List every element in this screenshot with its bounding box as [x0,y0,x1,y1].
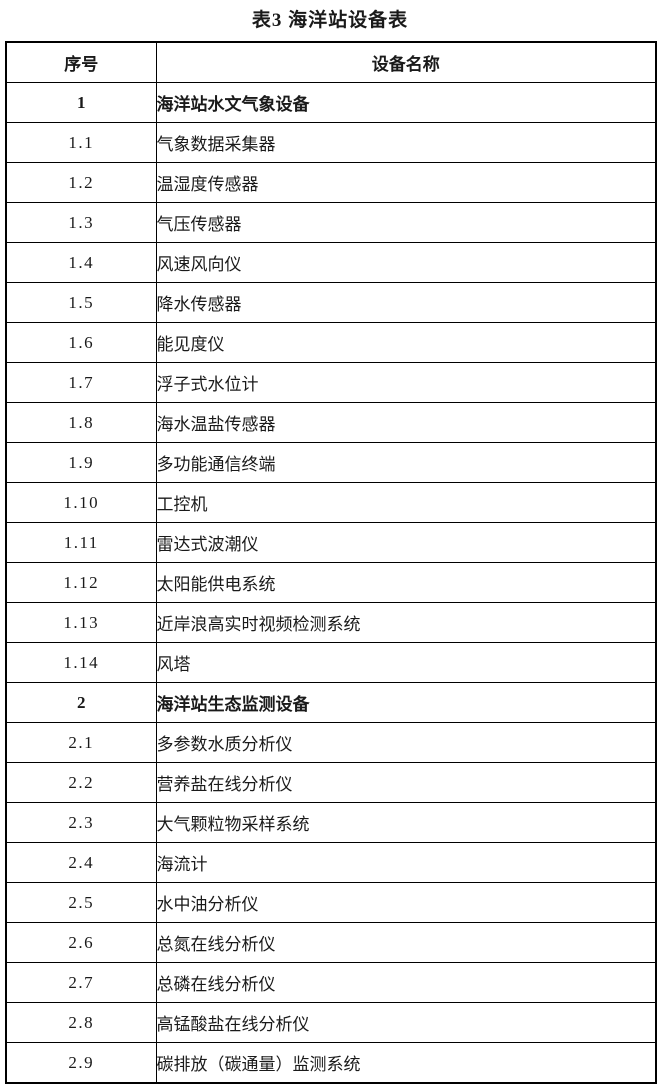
row-equipment-name: 总氮在线分析仪 [155,922,657,963]
row-equipment-name: 浮子式水位计 [155,362,657,403]
table-row: 1.11 雷达式波潮仪 [5,522,657,563]
table-row: 1.7 浮子式水位计 [5,362,657,403]
row-serial: 1.4 [5,242,157,283]
row-equipment-name: 风速风向仪 [155,242,657,283]
row-serial: 2.2 [5,762,157,803]
page-title: 表3 海洋站设备表 [251,10,409,31]
row-equipment-name: 降水传感器 [155,282,657,323]
row-serial: 2.6 [5,922,157,963]
row-serial: 2.5 [5,882,157,923]
column-header-serial: 序号 [5,41,157,83]
table-row: 2.6 总氮在线分析仪 [5,922,657,963]
row-serial: 2.3 [5,802,157,843]
table-body: 1 海洋站水文气象设备 1.1 气象数据采集器 1.2 温湿度传感器 1.3 气… [5,82,657,1084]
row-equipment-name: 海流计 [155,842,657,883]
row-equipment-name: 雷达式波潮仪 [155,522,657,563]
row-equipment-name: 多功能通信终端 [155,442,657,483]
row-serial: 1.2 [5,162,157,203]
table-row: 1.8 海水温盐传感器 [5,402,657,443]
row-equipment-name: 太阳能供电系统 [155,562,657,603]
row-equipment-name: 高锰酸盐在线分析仪 [155,1002,657,1043]
table-row: 1.3 气压传感器 [5,202,657,243]
row-equipment-name: 海水温盐传感器 [155,402,657,443]
row-equipment-name: 能见度仪 [155,322,657,363]
row-equipment-name: 风塔 [155,642,657,683]
row-serial: 2.9 [5,1042,157,1084]
table-row: 1.10 工控机 [5,482,657,523]
row-serial: 1.1 [5,122,157,163]
row-serial: 1.6 [5,322,157,363]
table-row: 1.12 太阳能供电系统 [5,562,657,603]
row-equipment-name: 水中油分析仪 [155,882,657,923]
table-row: 1.4 风速风向仪 [5,242,657,283]
table-row: 2.3 大气颗粒物采样系统 [5,802,657,843]
row-serial: 1.8 [5,402,157,443]
row-serial: 1.7 [5,362,157,403]
row-serial: 2 [5,682,157,723]
row-equipment-name: 工控机 [155,482,657,523]
row-serial: 1.14 [5,642,157,683]
row-equipment-name: 气象数据采集器 [155,122,657,163]
row-equipment-name: 气压传感器 [155,202,657,243]
table-header-row: 序号 设备名称 [5,41,657,83]
row-equipment-name: 温湿度传感器 [155,162,657,203]
row-equipment-name: 大气颗粒物采样系统 [155,802,657,843]
table-row: 2.9 碳排放（碳通量）监测系统 [5,1042,657,1084]
table-row: 2.2 营养盐在线分析仪 [5,762,657,803]
row-serial: 1 [5,82,157,123]
row-serial: 1.12 [5,562,157,603]
row-equipment-name: 总磷在线分析仪 [155,962,657,1003]
table-row: 2.7 总磷在线分析仪 [5,962,657,1003]
row-serial: 1.13 [5,602,157,643]
table-row: 1.14 风塔 [5,642,657,683]
table-row: 1 海洋站水文气象设备 [5,82,657,123]
row-equipment-name: 海洋站水文气象设备 [155,82,657,123]
row-equipment-name: 近岸浪高实时视频检测系统 [155,602,657,643]
table-row: 2.8 高锰酸盐在线分析仪 [5,1002,657,1043]
row-serial: 1.3 [5,202,157,243]
row-equipment-name: 海洋站生态监测设备 [155,682,657,723]
table-row: 2 海洋站生态监测设备 [5,682,657,723]
row-serial: 1.5 [5,282,157,323]
table-row: 2.4 海流计 [5,842,657,883]
row-serial: 2.7 [5,962,157,1003]
row-serial: 1.9 [5,442,157,483]
table-row: 1.6 能见度仪 [5,322,657,363]
row-serial: 2.4 [5,842,157,883]
row-equipment-name: 碳排放（碳通量）监测系统 [155,1042,657,1084]
row-serial: 2.1 [5,722,157,763]
row-serial: 2.8 [5,1002,157,1043]
table-row: 1.2 温湿度传感器 [5,162,657,203]
table-row: 1.1 气象数据采集器 [5,122,657,163]
column-header-equipment-name: 设备名称 [155,41,657,83]
table-row: 1.9 多功能通信终端 [5,442,657,483]
equipment-table: 序号 设备名称 1 海洋站水文气象设备 1.1 气象数据采集器 1.2 温湿度传… [5,41,657,1084]
row-equipment-name: 营养盐在线分析仪 [155,762,657,803]
table-row: 2.5 水中油分析仪 [5,882,657,923]
row-equipment-name: 多参数水质分析仪 [155,722,657,763]
table-row: 1.13 近岸浪高实时视频检测系统 [5,602,657,643]
row-serial: 1.10 [5,482,157,523]
table-row: 1.5 降水传感器 [5,282,657,323]
row-serial: 1.11 [5,522,157,563]
table-row: 2.1 多参数水质分析仪 [5,722,657,763]
